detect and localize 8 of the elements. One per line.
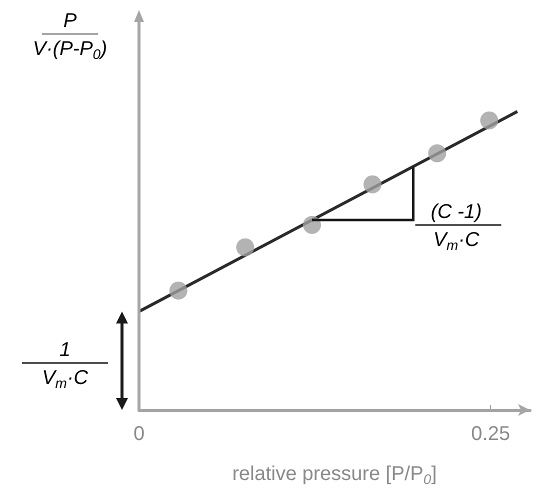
x-tick-label: 0.25: [471, 423, 510, 445]
point: [236, 238, 254, 256]
point: [480, 111, 498, 130]
point: [169, 282, 188, 300]
point: [428, 144, 446, 162]
point: [303, 216, 321, 234]
point: [363, 175, 382, 194]
x-tick-label: 0: [133, 423, 145, 445]
